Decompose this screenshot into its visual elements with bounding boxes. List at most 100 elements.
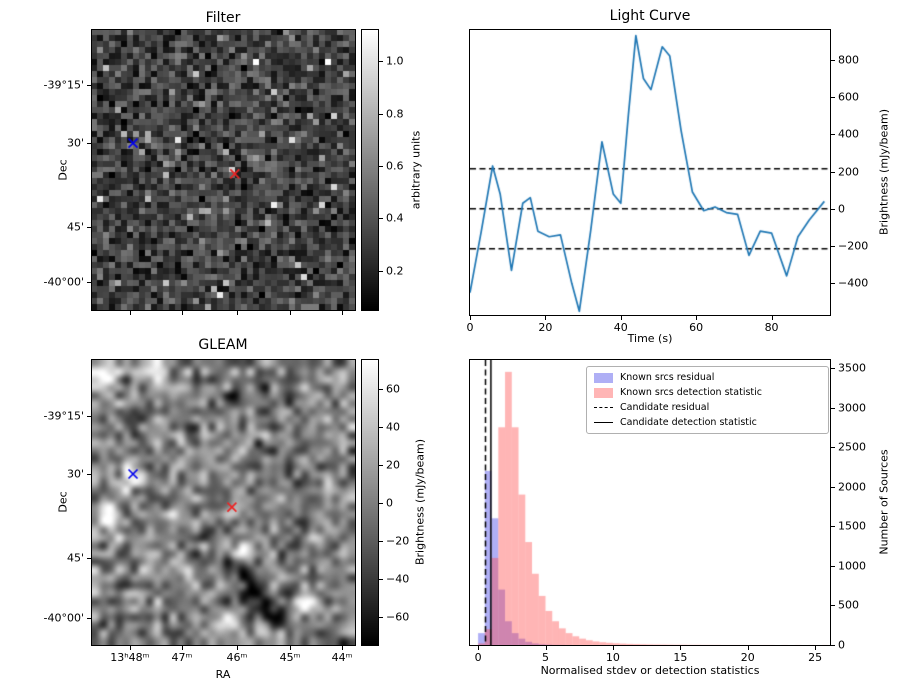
legend-item-candidate-residual: Candidate residual	[594, 402, 821, 413]
tick-label: 200	[838, 165, 859, 179]
tick-label: 20	[538, 321, 553, 334]
light-curve-x-axis-label: Time (s)	[627, 332, 673, 345]
tick-mark	[129, 646, 131, 650]
tick-label: 2500	[838, 440, 866, 454]
legend-item-candidate-detection: Candidate detection statistic	[594, 417, 821, 428]
tick-mark	[379, 578, 383, 580]
tick-mark	[831, 526, 835, 528]
tick-mark	[181, 646, 183, 650]
tick-mark	[680, 646, 682, 650]
tick-label: 44ᵐ	[331, 651, 353, 664]
tick-label: -40°00'	[43, 275, 85, 289]
tick-label: 1500	[838, 519, 866, 533]
tick-label: 0	[838, 638, 845, 652]
tick-label: 500	[838, 598, 859, 612]
tick-mark	[87, 282, 91, 283]
tick-mark	[379, 388, 383, 390]
tick-label: 1000	[838, 559, 866, 573]
tick-mark	[831, 645, 835, 646]
tick-mark	[831, 97, 835, 99]
tick-mark	[129, 311, 131, 315]
tick-label: 30'	[66, 467, 84, 481]
legend-label: Candidate detection statistic	[620, 417, 757, 428]
tick-label: 45ᵐ	[279, 651, 301, 664]
tick-label: 0.8	[386, 107, 404, 121]
histogram-x-axis-label: Normalised stdev or detection statistics	[540, 664, 760, 677]
tick-label: −200	[838, 239, 869, 253]
tick-mark	[815, 646, 817, 650]
tick-mark	[771, 316, 773, 320]
tick-label: 46ᵐ	[226, 651, 248, 664]
tick-mark	[379, 502, 383, 504]
tick-mark	[831, 447, 835, 449]
tick-label: 800	[838, 53, 859, 67]
legend-label: Candidate residual	[620, 402, 710, 413]
filter-y-axis-label: Dec	[56, 159, 70, 181]
legend: Known srcs residual Known srcs detection…	[586, 366, 829, 434]
tick-mark	[747, 646, 749, 650]
tick-label: 0	[838, 202, 845, 216]
tick-mark	[87, 617, 91, 619]
tick-label: 15	[673, 651, 688, 664]
tick-label: 45'	[66, 220, 84, 234]
tick-label: 60	[386, 382, 400, 395]
tick-mark	[379, 218, 383, 220]
tick-mark	[831, 407, 835, 409]
tick-label: 0	[386, 496, 393, 509]
tick-label: -40°00'	[43, 611, 85, 625]
tick-mark	[290, 311, 292, 315]
gleam-heatmap	[91, 359, 356, 646]
tick-mark	[87, 84, 91, 86]
tick-mark	[478, 646, 480, 650]
tick-label: 0.2	[386, 264, 404, 278]
tick-mark	[379, 61, 383, 63]
tick-mark	[831, 171, 835, 173]
tick-label: 40	[386, 420, 400, 433]
tick-label: −400	[838, 276, 869, 290]
filter-title: Filter	[205, 10, 241, 26]
tick-mark	[831, 565, 835, 567]
tick-mark	[831, 134, 835, 136]
gleam-x-axis-label: RA	[215, 668, 231, 681]
tick-label: −60	[386, 610, 410, 623]
tick-mark	[379, 616, 383, 618]
tick-mark	[87, 227, 91, 229]
tick-label: 0.4	[386, 211, 404, 225]
gleam-title: GLEAM	[198, 337, 248, 353]
tick-label: 400	[838, 127, 859, 141]
tick-label: −40	[386, 572, 410, 585]
tick-label: 40	[613, 321, 628, 334]
tick-mark	[379, 113, 383, 115]
legend-swatch-candidate-residual	[594, 407, 613, 408]
tick-mark	[545, 646, 547, 650]
tick-mark	[379, 166, 383, 168]
filter-heatmap	[91, 29, 356, 311]
tick-label: 13ʰ48ᵐ	[110, 651, 150, 664]
tick-mark	[696, 316, 698, 320]
tick-label: 25	[808, 651, 823, 664]
tick-mark	[342, 311, 344, 315]
tick-label: 60	[689, 321, 704, 334]
tick-mark	[379, 270, 383, 272]
tick-mark	[290, 646, 292, 650]
tick-mark	[379, 426, 383, 428]
light-curve-title: Light Curve	[609, 8, 691, 24]
tick-label: 20	[386, 458, 400, 471]
tick-mark	[181, 311, 183, 315]
tick-label: 47ᵐ	[171, 651, 193, 664]
legend-label: Known srcs residual	[620, 372, 715, 383]
tick-mark	[470, 316, 471, 320]
tick-label: 80	[764, 321, 779, 334]
tick-label: −20	[386, 534, 410, 547]
filter-colorbar	[361, 29, 379, 311]
tick-mark	[87, 474, 91, 475]
legend-swatch-candidate-detection	[594, 422, 613, 423]
tick-label: 1.0	[386, 54, 404, 68]
light-curve-y-axis-label: Brightness (mJy/beam)	[877, 108, 891, 236]
tick-label: 20	[740, 651, 755, 664]
tick-mark	[545, 316, 547, 320]
tick-mark	[831, 486, 835, 488]
tick-label: 0	[474, 651, 482, 664]
tick-mark	[236, 311, 238, 315]
gleam-y-axis-label: Dec	[56, 491, 70, 513]
